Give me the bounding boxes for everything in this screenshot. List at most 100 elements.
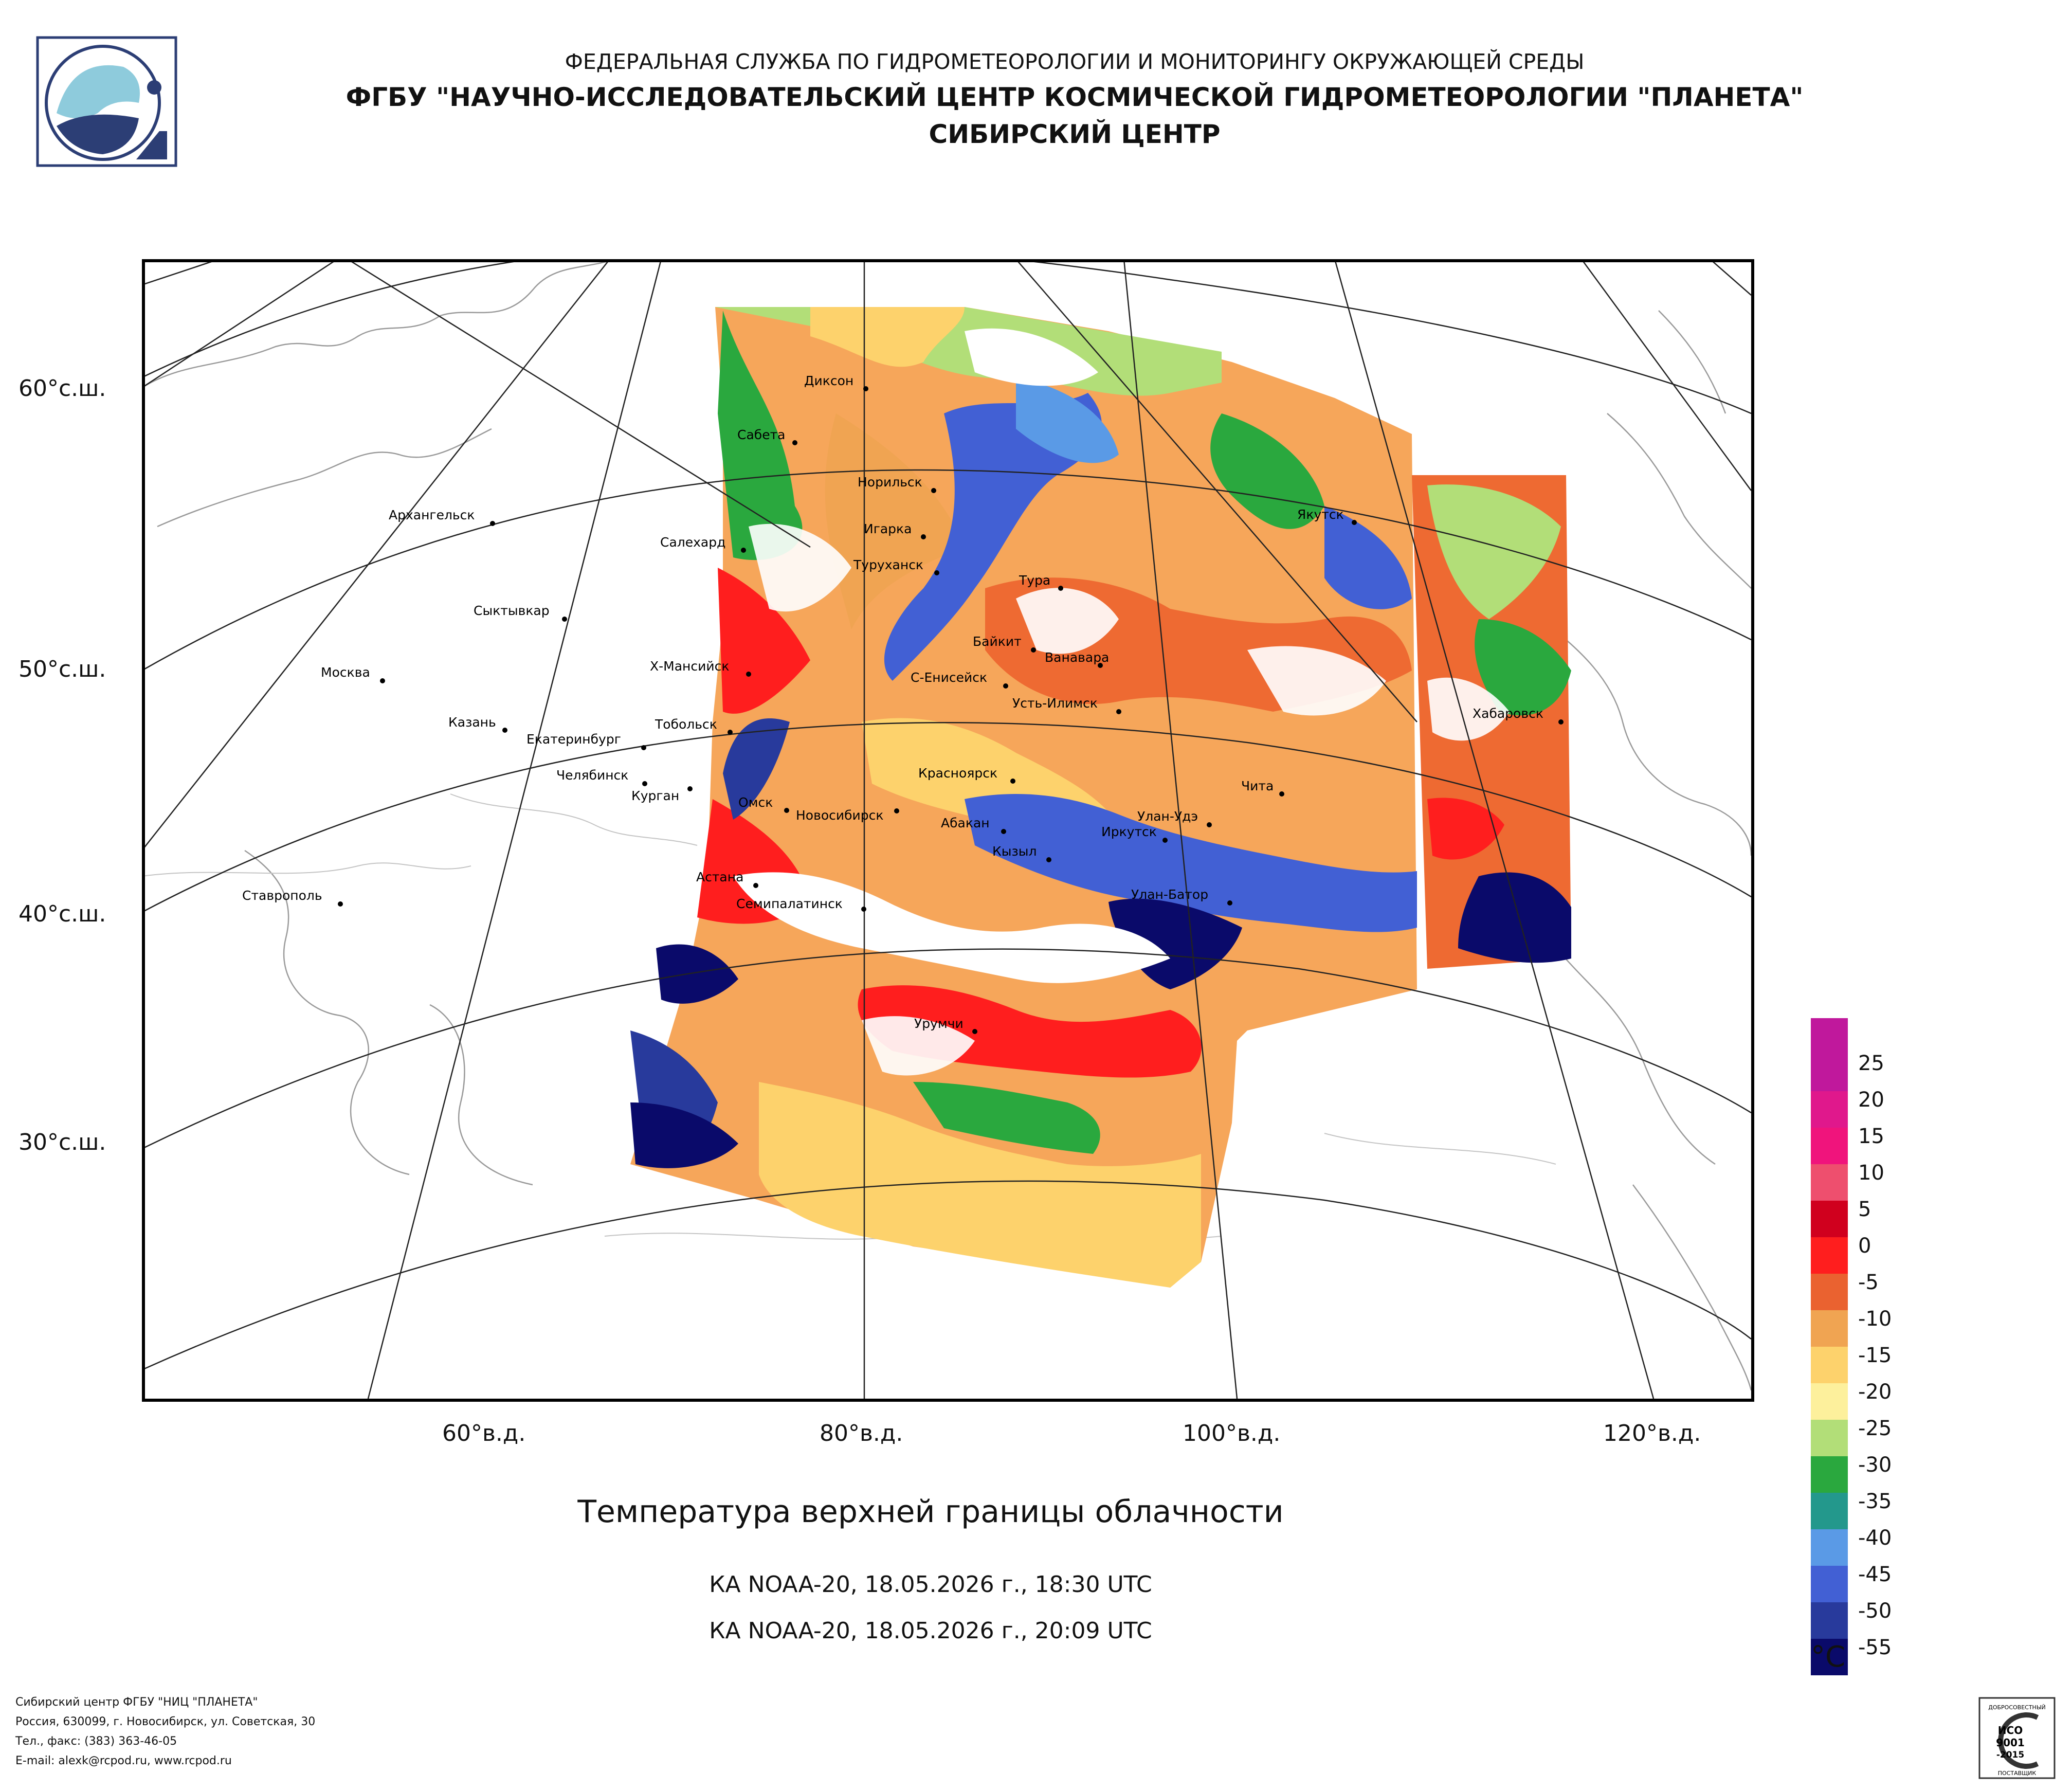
- footer-email: E-mail: alexk@rcpod.ru, www.rcpod.ru: [15, 1754, 232, 1767]
- footer-org: Сибирский центр ФГБУ "НИЦ "ПЛАНЕТА": [15, 1696, 258, 1709]
- satellite-image: [630, 307, 1571, 1288]
- legend-tick-label: 5: [1858, 1198, 1871, 1221]
- svg-text:ПОСТАВЩИК: ПОСТАВЩИК: [1998, 1770, 2037, 1777]
- legend-swatch: [1811, 1566, 1848, 1602]
- lat-label-40: 40°с.ш.: [19, 901, 106, 927]
- svg-text:ИСО: ИСО: [1998, 1724, 2023, 1736]
- legend-tick-label: -5: [1858, 1271, 1879, 1294]
- svg-text:Курган: Курган: [631, 788, 679, 803]
- svg-text:Челябинск: Челябинск: [556, 768, 628, 783]
- city-markers: Диксон Сабета Норильск Якутск Архангельс…: [242, 373, 1564, 1034]
- svg-text:С-Енисейск: С-Енисейск: [911, 670, 987, 685]
- legend-tick-label: -35: [1858, 1490, 1892, 1513]
- svg-text:9001: 9001: [1996, 1736, 2025, 1749]
- svg-text:Норильск: Норильск: [858, 475, 922, 490]
- svg-text:Омск: Омск: [738, 795, 773, 810]
- svg-text:Кызыл: Кызыл: [992, 844, 1037, 859]
- legend-tick-label: 15: [1858, 1125, 1884, 1148]
- legend-swatch: [1811, 1237, 1848, 1274]
- svg-text:ДОБРОСОВЕСТНЫЙ: ДОБРОСОВЕСТНЫЙ: [1988, 1704, 2046, 1711]
- legend-swatch: [1811, 1274, 1848, 1310]
- svg-text:Иркутск: Иркутск: [1101, 824, 1157, 839]
- svg-text:Тура: Тура: [1019, 573, 1050, 588]
- header-center: СИБИРСКИЙ ЦЕНТР: [929, 119, 1221, 149]
- legend-tick-label: -45: [1858, 1563, 1892, 1586]
- svg-text:Сыктывкар: Сыктывкар: [474, 603, 550, 618]
- legend-swatch: [1811, 1347, 1848, 1383]
- legend-tick-label: -55: [1858, 1636, 1892, 1659]
- svg-text:Хабаровск: Хабаровск: [1473, 706, 1543, 721]
- legend-tick-label: -10: [1858, 1307, 1892, 1331]
- legend-swatch: [1811, 1310, 1848, 1347]
- legend-tick-label: 10: [1858, 1161, 1884, 1185]
- legend-swatch: [1811, 1091, 1848, 1128]
- satellite-pass-1: КА NOAA-20, 18.05.2026 г., 18:30 UTC: [709, 1571, 1152, 1598]
- svg-text:Екатеринбург: Екатеринбург: [526, 732, 621, 747]
- map-canvas: Диксон Сабета Норильск Якутск Архангельс…: [142, 259, 1751, 1399]
- lat-label-30: 30°с.ш.: [19, 1129, 106, 1155]
- legend-swatch: [1811, 1529, 1848, 1566]
- svg-text:Диксон: Диксон: [804, 373, 853, 388]
- lon-label-80: 80°в.д.: [820, 1420, 903, 1446]
- svg-text:Улан-Батор: Улан-Батор: [1131, 887, 1208, 902]
- coastlines: [142, 259, 1751, 1391]
- svg-text:Астана: Астана: [696, 870, 743, 884]
- svg-text:-2015: -2015: [1996, 1750, 2024, 1760]
- legend-swatch: [1811, 1639, 1848, 1675]
- iso-9001-badge: ДОБРОСОВЕСТНЫЙ ИСО 9001 -2015 ПОСТАВЩИК: [1978, 1697, 2056, 1779]
- svg-text:Казань: Казань: [448, 715, 496, 730]
- svg-text:Абакан: Абакан: [941, 816, 990, 830]
- legend-swatch: [1811, 1456, 1848, 1493]
- svg-text:Байкит: Байкит: [973, 634, 1022, 649]
- svg-text:Туруханск: Туруханск: [853, 557, 923, 572]
- svg-text:Якутск: Якутск: [1297, 507, 1344, 522]
- legend-tick-label: -25: [1858, 1417, 1892, 1440]
- legend-swatch: [1811, 1164, 1848, 1201]
- map-title: Температура верхней границы облачности: [577, 1494, 1284, 1530]
- legend-swatch: [1811, 1201, 1848, 1237]
- legend-swatch: [1811, 1383, 1848, 1420]
- map-area[interactable]: Диксон Сабета Норильск Якутск Архангельс…: [142, 259, 1751, 1399]
- svg-text:Новосибирск: Новосибирск: [796, 808, 884, 823]
- legend-swatch: [1811, 1602, 1848, 1639]
- satellite-pass-2: КА NOAA-20, 18.05.2026 г., 20:09 UTC: [709, 1618, 1152, 1644]
- legend-tick-label: 0: [1858, 1234, 1871, 1258]
- legend-tick-label: -20: [1858, 1380, 1892, 1404]
- lon-label-100: 100°в.д.: [1183, 1420, 1281, 1446]
- svg-text:Тобольск: Тобольск: [655, 717, 717, 732]
- legend-swatch: [1811, 1493, 1848, 1529]
- legend-tick-label: -40: [1858, 1526, 1892, 1550]
- svg-text:Х-Мансийск: Х-Мансийск: [650, 659, 729, 674]
- svg-text:Урумчи: Урумчи: [914, 1016, 964, 1031]
- legend-tick-label: -30: [1858, 1453, 1892, 1477]
- planeta-logo: [36, 36, 177, 167]
- legend-unit: °C: [1811, 1640, 1846, 1674]
- legend-tick-label: -50: [1858, 1599, 1892, 1623]
- legend-tick-label: -15: [1858, 1344, 1892, 1367]
- svg-text:Архангельск: Архангельск: [389, 508, 475, 522]
- legend-swatch: [1811, 1018, 1848, 1055]
- svg-text:Ванавара: Ванавара: [1045, 650, 1109, 665]
- legend-swatch: [1811, 1055, 1848, 1091]
- legend-swatch: [1811, 1128, 1848, 1164]
- lon-label-60: 60°в.д.: [442, 1420, 526, 1446]
- footer-phone: Тел., факс: (383) 363-46-05: [15, 1735, 177, 1748]
- header-agency: ФЕДЕРАЛЬНАЯ СЛУЖБА ПО ГИДРОМЕТЕОРОЛОГИИ …: [565, 49, 1585, 74]
- svg-text:Игарка: Игарка: [864, 521, 912, 536]
- header-institute: ФГБУ "НАУЧНО-ИССЛЕДОВАТЕЛЬСКИЙ ЦЕНТР КОС…: [346, 82, 1804, 112]
- legend-tick-label: 20: [1858, 1088, 1884, 1112]
- lat-label-60: 60°с.ш.: [19, 375, 106, 402]
- legend-swatch: [1811, 1420, 1848, 1456]
- svg-text:Сабета: Сабета: [737, 427, 785, 442]
- svg-text:Ставрополь: Ставрополь: [242, 888, 322, 903]
- svg-text:Усть-Илимск: Усть-Илимск: [1012, 696, 1098, 711]
- footer-address: Россия, 630099, г. Новосибирск, ул. Сове…: [15, 1715, 316, 1728]
- lat-label-50: 50°с.ш.: [19, 656, 106, 682]
- svg-text:Красноярск: Красноярск: [918, 766, 997, 781]
- svg-text:Улан-Удэ: Улан-Удэ: [1137, 809, 1198, 824]
- lon-label-120: 120°в.д.: [1603, 1420, 1701, 1446]
- graticule: [142, 259, 1751, 1399]
- svg-text:Салехард: Салехард: [660, 535, 725, 550]
- legend-tick-label: 25: [1858, 1052, 1884, 1075]
- svg-text:Москва: Москва: [321, 665, 370, 680]
